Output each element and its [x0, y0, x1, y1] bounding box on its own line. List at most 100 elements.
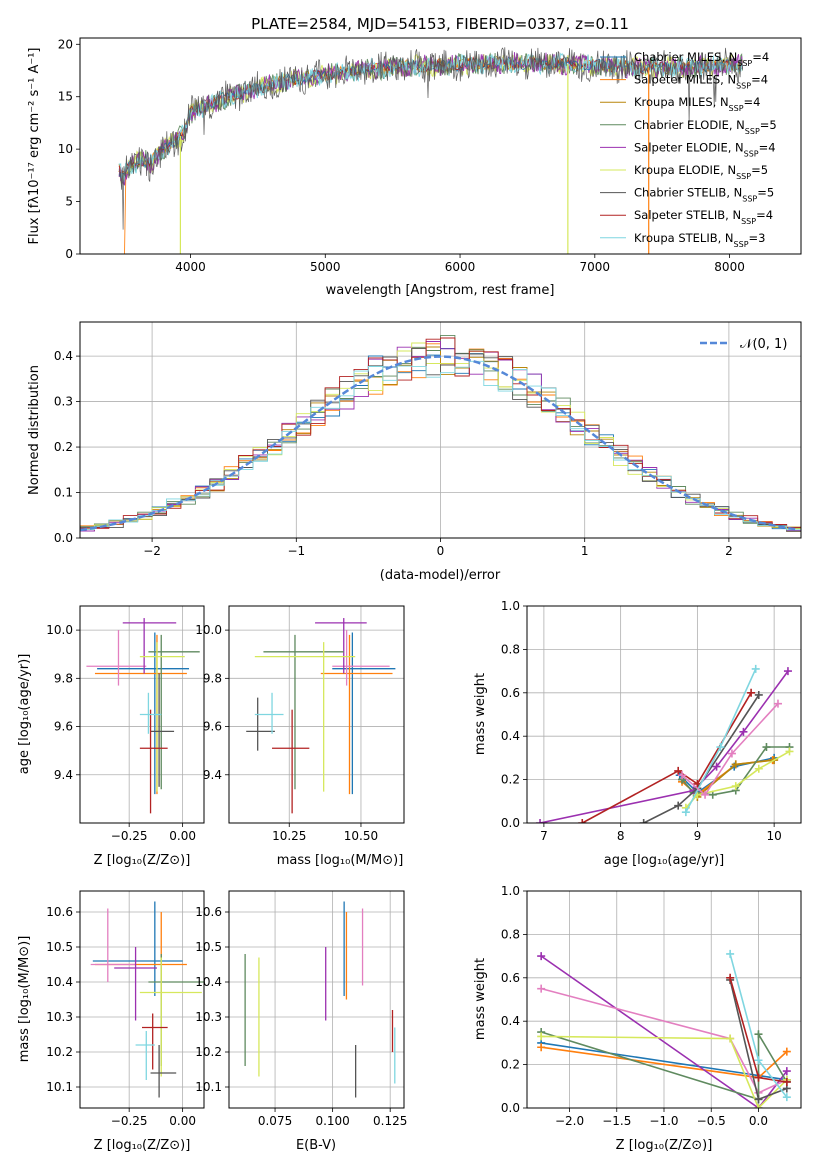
- weight-marker: [537, 984, 546, 993]
- panel-age-vs-metallicity: −0.25 0.00 9.4 9.6 9.8 10.0 Z [log₁₀(Z/Z⊙)] a…: [17, 605, 205, 868]
- x-tick-label: 0.00: [169, 829, 196, 843]
- weight-marker: [762, 743, 771, 752]
- y-axis-label: mass weight: [473, 673, 488, 755]
- weight-marker: [751, 664, 760, 673]
- x-tick-label: 1: [581, 544, 589, 558]
- x-tick-label: 7: [540, 829, 548, 843]
- residual-histogram: [80, 347, 801, 532]
- weight-marker: [712, 762, 721, 771]
- y-axis-label: mass weight: [473, 958, 488, 1040]
- x-tick-label: 8000: [714, 260, 745, 274]
- weight-marker: [754, 1104, 763, 1108]
- weight-marker: [782, 1047, 791, 1056]
- legend: 𝒩(0, 1): [700, 337, 787, 352]
- x-tick-label: 9: [694, 829, 702, 843]
- weight-marker: [773, 699, 782, 708]
- x-axis-label: Z [log₁₀(Z/Z⊙)]: [94, 1138, 191, 1153]
- weight-marker: [782, 1067, 791, 1076]
- weight-marker: [701, 790, 710, 799]
- y-tick-label: 0.8: [501, 642, 520, 656]
- y-axis-label: Flux [fλ10⁻¹⁷ erg cm⁻² s⁻¹ A⁻¹]: [27, 48, 42, 245]
- legend-subscript: SSP: [742, 194, 757, 203]
- y-tick-label: 10.1: [46, 1080, 73, 1094]
- y-tick-label: 10.3: [46, 1010, 73, 1024]
- panel-weight-vs-age: 7 8 9 10 0.0 0.2 0.4 0.6 0.8 1.0 age [log₁₀(age/y…: [473, 599, 802, 868]
- legend-entry: Salpeter STELIB, NSSP=4: [634, 208, 773, 226]
- weight-marker: [674, 766, 683, 775]
- x-tick-label: 0.00: [169, 1114, 196, 1128]
- weight-line: [540, 1031, 788, 1101]
- legend-label-normal: 𝒩(0, 1): [740, 337, 787, 352]
- x-tick-label: 7000: [580, 260, 611, 274]
- legend-suffix: =4: [759, 140, 776, 154]
- weight-line: [681, 703, 779, 796]
- axes-frame: [79, 890, 205, 1109]
- x-tick-label: 0.075: [258, 1114, 292, 1128]
- y-tick-label: 0.6: [501, 971, 520, 985]
- x-axis-label: mass [log₁₀(M/M⊙)]: [277, 853, 404, 868]
- y-tick-label: 0.6: [501, 686, 520, 700]
- x-axis-label: wavelength [Angstrom, rest frame]: [326, 283, 555, 298]
- x-tick-label: −1: [287, 544, 305, 558]
- y-tick-label: 10.0: [46, 623, 73, 637]
- spectrum-line: [118, 56, 743, 179]
- x-axis-label: age [log₁₀(age/yr)]: [604, 853, 725, 868]
- x-tick-label: 10: [766, 829, 781, 843]
- x-tick-label: 0.125: [373, 1114, 407, 1128]
- y-tick-label: 10.2: [195, 1045, 222, 1059]
- weight-marker: [726, 973, 735, 982]
- weight-marker: [782, 1093, 791, 1102]
- legend: Chabrier MILES, NSSP=4 Salpeter MILES, NS…: [600, 50, 777, 248]
- x-tick-label: 0.0: [749, 1114, 768, 1128]
- panel-mass-vs-metallicity: −0.25 0.00 10.1 10.2 10.3 10.4 10.5 10.6 Z [log…: [17, 890, 205, 1153]
- legend-subscript: SSP: [729, 104, 744, 113]
- legend-suffix: =4: [756, 208, 773, 222]
- weight-marker: [754, 1030, 763, 1039]
- x-tick-label: 10.50: [344, 829, 378, 843]
- y-tick-label: 10.5: [195, 940, 222, 954]
- weight-marker: [639, 819, 648, 823]
- y-tick-label: 0.3: [54, 395, 73, 409]
- weight-marker: [716, 743, 725, 752]
- axes-frame: [228, 605, 405, 824]
- panel-weight-vs-metallicity: −2.0 −1.5 −1.0 −0.5 0.0 0.0 0.2 0.4 0.6 0.8 1.0 Z …: [473, 884, 802, 1153]
- x-tick-label: 10.25: [272, 829, 306, 843]
- x-tick-label: −0.5: [697, 1114, 726, 1128]
- weight-marker: [731, 782, 740, 791]
- y-tick-label: 10: [58, 142, 73, 156]
- legend-suffix: =4: [752, 50, 769, 64]
- legend-entry: Chabrier MILES, NSSP=4: [634, 50, 769, 68]
- weight-marker: [754, 690, 763, 699]
- y-tick-label: 10.6: [46, 905, 73, 919]
- legend-subscript: SSP: [736, 172, 751, 181]
- y-axis-label: mass [log₁₀(M/M⊙)]: [17, 936, 32, 1063]
- panel-residual-histogram: −2 −1 0 1 2 0.0 0.1 0.2 0.3 0.4 (data-model)/erro…: [27, 321, 802, 583]
- legend-suffix: =3: [749, 231, 766, 245]
- y-tick-label: 10.3: [195, 1010, 222, 1024]
- weight-marker: [754, 1056, 763, 1065]
- legend-entry: Salpeter MILES, NSSP=4: [634, 73, 768, 91]
- x-tick-label: −0.25: [111, 829, 148, 843]
- y-tick-label: 15: [58, 90, 73, 104]
- weight-marker: [578, 819, 587, 823]
- chart-title: PLATE=2584, MJD=54153, FIBERID=0337, z=0…: [251, 15, 629, 33]
- weight-line: [581, 692, 752, 823]
- weight-marker: [783, 667, 792, 676]
- legend-suffix: =5: [751, 163, 768, 177]
- x-tick-label: −1.5: [602, 1114, 631, 1128]
- weight-marker: [754, 764, 763, 773]
- legend-entry: Salpeter ELODIE, NSSP=4: [634, 140, 776, 158]
- weight-marker: [747, 688, 756, 697]
- weight-marker: [537, 1043, 546, 1052]
- legend-subscript: SSP: [744, 149, 759, 158]
- y-tick-label: 10.1: [195, 1080, 222, 1094]
- x-tick-label: 5000: [310, 260, 341, 274]
- legend-entry: Kroupa ELODIE, NSSP=5: [634, 163, 768, 181]
- y-tick-label: 0.8: [501, 927, 520, 941]
- weight-marker: [727, 749, 736, 758]
- panel-age-vs-mass: 10.25 10.50 9.4 9.6 9.8 10.0 mass [log₁₀(M/M⊙…: [195, 605, 405, 868]
- weight-marker: [537, 1032, 546, 1041]
- weight-marker: [754, 1095, 763, 1104]
- x-tick-label: 6000: [445, 260, 476, 274]
